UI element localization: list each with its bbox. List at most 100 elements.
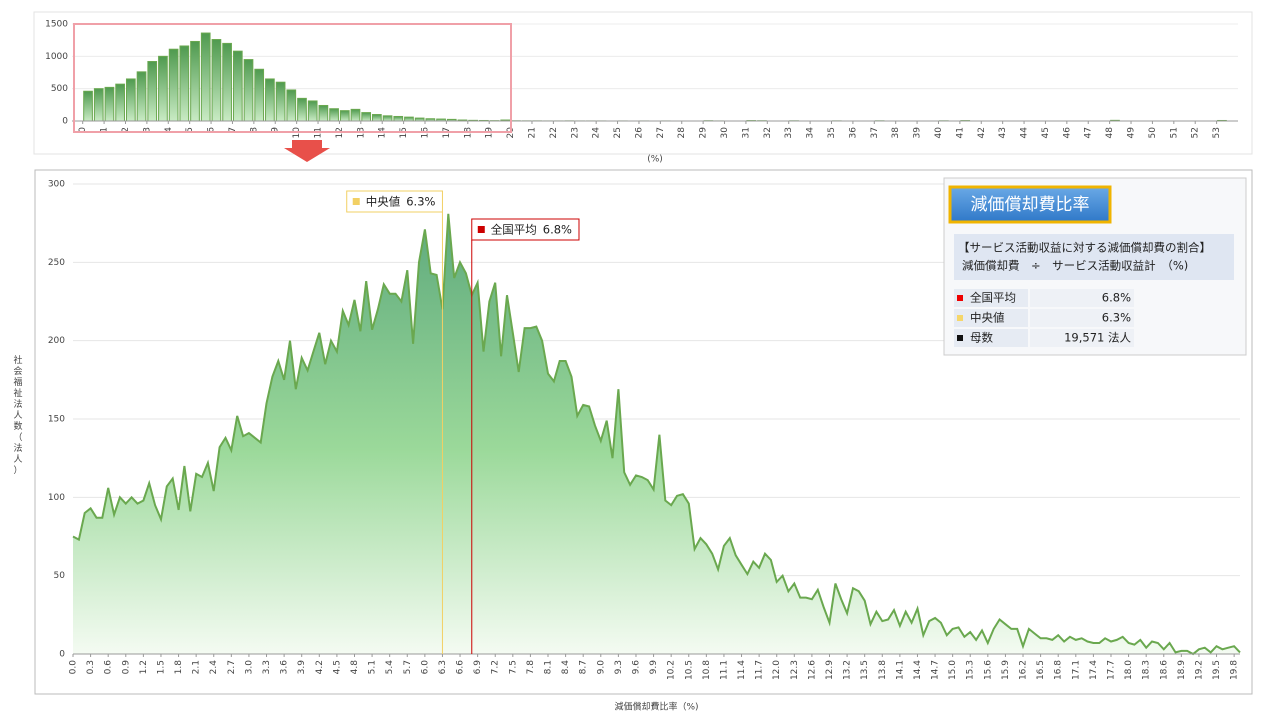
x-tick-label: 4.8 <box>350 660 360 675</box>
description-box <box>954 234 1234 280</box>
row-label: 全国平均 <box>970 291 1016 305</box>
reference-name: 全国平均 <box>491 223 537 237</box>
bar <box>104 86 115 122</box>
x-tick-label: 2.1 <box>192 660 202 674</box>
x-tick-label: 19.8 <box>1230 660 1240 680</box>
zoom-range <box>73 23 512 133</box>
row-label: 中央値 <box>970 311 1005 325</box>
x-tick-label: 19.5 <box>1212 660 1222 680</box>
x-tick-label: 2 <box>121 127 131 133</box>
bar <box>179 45 190 122</box>
x-tick-label: 33 <box>784 127 794 138</box>
x-tick-label: 6.0 <box>420 660 430 675</box>
x-tick-label: 1.2 <box>139 660 149 674</box>
x-tick-label: 28 <box>677 127 687 139</box>
y-tick-label: 200 <box>48 336 65 346</box>
x-tick-label: 0.9 <box>121 660 131 675</box>
y-tick-label: 1500 <box>45 20 68 30</box>
x-tick-label: 4.2 <box>315 660 325 674</box>
x-tick-label: 17.7 <box>1106 660 1116 680</box>
x-tick-label: 15.9 <box>1001 660 1011 680</box>
x-tick-label: 7 <box>228 127 238 133</box>
line <box>72 213 1241 656</box>
description: 【サービス活動収益に対する減価償却費の割合】 <box>958 241 1211 255</box>
x-tick-label: 38 <box>891 127 901 139</box>
x-tick-label: 8 <box>249 127 259 133</box>
y-tick-label: 150 <box>48 415 65 425</box>
bar <box>275 81 286 122</box>
x-tick-label: 18.0 <box>1124 660 1134 680</box>
x-tick-label: 5.1 <box>368 660 378 674</box>
x-tick-label: 13.8 <box>878 660 888 680</box>
x-tick-label: 30 <box>720 127 730 139</box>
x-tick-label: 1.5 <box>156 660 166 674</box>
x-tick-label: 12.9 <box>825 660 835 680</box>
x-tick-label: 3.0 <box>244 660 254 675</box>
y-tick-label: 0 <box>59 650 65 660</box>
x-tick-label: 3.3 <box>262 660 272 674</box>
bar <box>361 112 372 122</box>
bar <box>243 59 254 122</box>
x-tick-label: 9.9 <box>649 660 659 675</box>
x-tick-label: 16.8 <box>1054 660 1064 680</box>
x-tick-label: 15.3 <box>966 660 976 680</box>
bar <box>382 115 393 122</box>
panel-title: 減価償却費比率 <box>971 195 1090 215</box>
y-label-char: ） <box>13 465 22 476</box>
x-tick-label: 7.5 <box>508 660 518 674</box>
x-tick-label: 49 <box>1127 127 1137 139</box>
x-tick-label: 35 <box>827 127 837 138</box>
area-chart: 0 50 100 150 200 250 300 0.0 0.3 0.6 0.9 1.2 1.5 1.8 2… <box>13 180 1241 713</box>
x-tick-label: 15.6 <box>983 660 993 680</box>
x-tick-label: 7.2 <box>491 660 501 674</box>
bar <box>222 42 232 122</box>
reference-marker <box>352 198 360 205</box>
x-tick-label: 2.4 <box>209 660 219 675</box>
x-tick-label: 4.5 <box>332 660 342 674</box>
x-tick-label: 16.2 <box>1019 660 1029 680</box>
x-tick-label: 17.1 <box>1071 660 1081 680</box>
bar <box>115 83 125 122</box>
bar <box>329 108 339 122</box>
x-tick-label: 1.8 <box>174 660 184 675</box>
bar <box>286 89 297 122</box>
x-tick-label: 44 <box>1020 127 1030 139</box>
bar <box>147 61 158 122</box>
area <box>73 213 1240 655</box>
x-tick-label: 14.1 <box>895 660 905 680</box>
x-axis-label: 減価償却費比率（%) <box>614 701 698 713</box>
x-tick-label: 18.9 <box>1177 660 1187 680</box>
x-tick-label: 12.3 <box>790 660 800 680</box>
bar <box>232 50 243 122</box>
bar <box>393 115 404 122</box>
x-tick-label: 8.7 <box>579 660 589 674</box>
x-tick-label: 24 <box>592 127 602 139</box>
bar <box>404 116 414 122</box>
row-value: 19,571 法人 <box>1064 331 1131 345</box>
x-tick-label: 32 <box>763 127 773 138</box>
y-tick-label: 1000 <box>45 52 68 62</box>
reference-box <box>346 190 443 213</box>
y-label-char: 数 <box>13 420 22 432</box>
bar <box>350 108 361 122</box>
bar <box>83 90 93 122</box>
bar <box>200 32 211 122</box>
x-tick-label: 37 <box>870 127 880 138</box>
x-tick-label: 8.1 <box>544 660 554 674</box>
bar <box>125 78 136 122</box>
x-tick-label: 9.0 <box>596 660 606 675</box>
x-tick-label: 11.7 <box>755 660 765 680</box>
x-tick-label: 31 <box>741 127 751 138</box>
x-tick-label: 3 <box>142 127 152 133</box>
x-tick-label: 34 <box>806 127 816 139</box>
reference-value: 6.8% <box>543 223 572 237</box>
x-tick-label: 15.0 <box>948 660 958 680</box>
x-tick-label: 27 <box>656 127 666 138</box>
row-value: 6.8% <box>1102 291 1131 305</box>
x-tick-label: 14.7 <box>931 660 941 680</box>
x-tick-label: 12.0 <box>772 660 782 680</box>
y-tick-label: 0 <box>62 117 68 127</box>
x-tick-label: 50 <box>1148 127 1158 139</box>
x-tick-label: 19.2 <box>1194 660 1204 680</box>
x-tick-label: 26 <box>634 127 644 139</box>
